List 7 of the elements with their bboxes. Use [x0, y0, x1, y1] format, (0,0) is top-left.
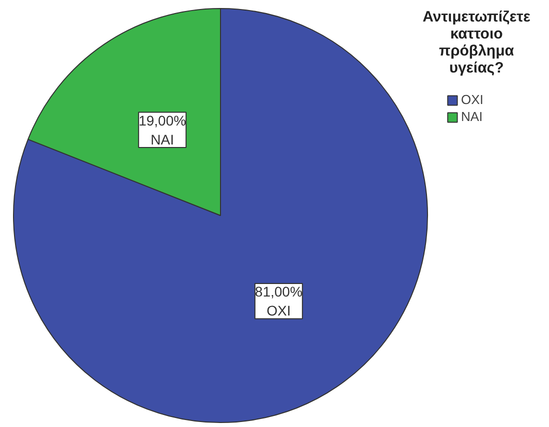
legend-label: ΝΑΙ: [461, 109, 483, 124]
legend-label: ΟΧΙ: [461, 92, 484, 107]
data-label: 19,00%: [138, 112, 186, 128]
data-label: 81,00%: [254, 284, 302, 300]
slice-label: ΝΑΙ: [150, 131, 174, 148]
slice-label: ΟΧΙ: [266, 302, 291, 319]
legend-title: Αντιμετωπίζετε καττοιο πρόβλημα υγείας?: [422, 8, 530, 76]
